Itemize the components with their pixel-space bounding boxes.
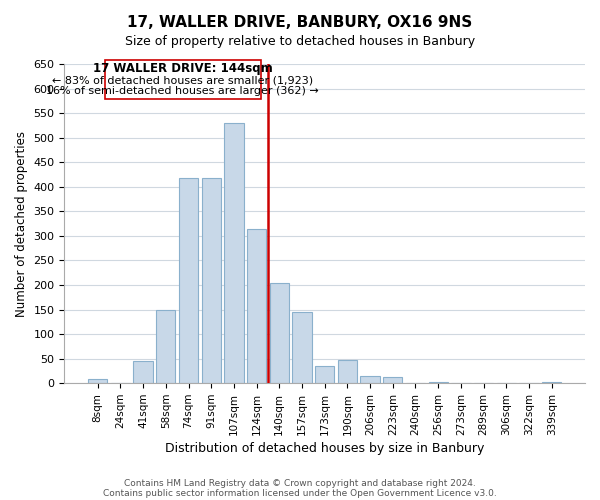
- Bar: [428, 382, 448, 383]
- Bar: [104, 60, 261, 100]
- Bar: [269, 282, 289, 383]
- Bar: [247, 228, 266, 383]
- Text: 17 WALLER DRIVE: 144sqm: 17 WALLER DRIVE: 144sqm: [93, 62, 273, 76]
- Text: 16% of semi-detached houses are larger (362) →: 16% of semi-detached houses are larger (…: [46, 86, 319, 96]
- Bar: [133, 361, 153, 383]
- Text: 17, WALLER DRIVE, BANBURY, OX16 9NS: 17, WALLER DRIVE, BANBURY, OX16 9NS: [127, 15, 473, 30]
- Bar: [88, 380, 107, 383]
- Text: ← 83% of detached houses are smaller (1,923): ← 83% of detached houses are smaller (1,…: [52, 75, 313, 85]
- Bar: [202, 178, 221, 383]
- Bar: [224, 123, 244, 383]
- Bar: [542, 382, 562, 383]
- Bar: [338, 360, 357, 383]
- Bar: [156, 310, 175, 383]
- Text: Size of property relative to detached houses in Banbury: Size of property relative to detached ho…: [125, 35, 475, 48]
- Bar: [315, 366, 334, 383]
- Text: Contains public sector information licensed under the Open Government Licence v3: Contains public sector information licen…: [103, 488, 497, 498]
- Bar: [179, 178, 198, 383]
- Bar: [383, 378, 403, 383]
- Text: Contains HM Land Registry data © Crown copyright and database right 2024.: Contains HM Land Registry data © Crown c…: [124, 478, 476, 488]
- Y-axis label: Number of detached properties: Number of detached properties: [15, 130, 28, 316]
- X-axis label: Distribution of detached houses by size in Banbury: Distribution of detached houses by size …: [165, 442, 484, 455]
- Bar: [361, 376, 380, 383]
- Bar: [292, 312, 311, 383]
